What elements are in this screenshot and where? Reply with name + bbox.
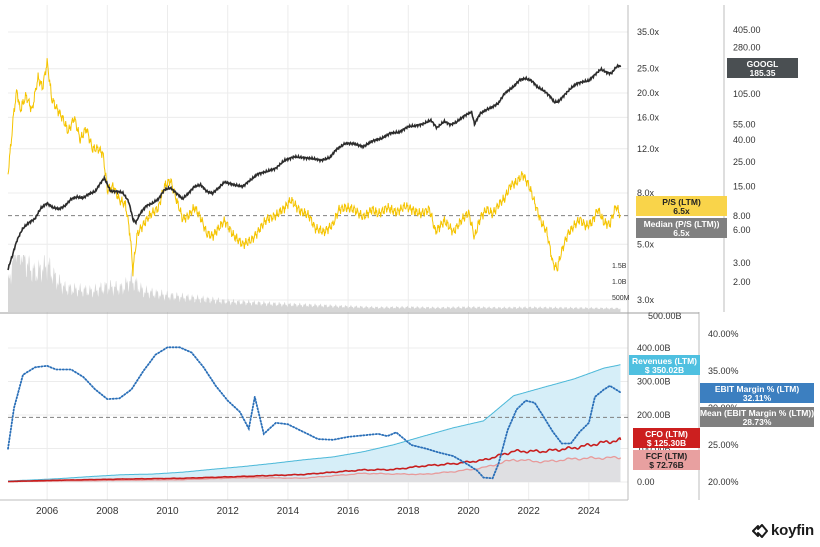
price-tick-25-00: 25.00 <box>733 157 756 167</box>
price-tick-40-00: 40.00 <box>733 135 756 145</box>
volume-tick-1-5b: 1.5B <box>612 263 627 270</box>
volume-bars <box>8 255 621 312</box>
volume-tick-1-0b: 1.0B <box>612 279 627 286</box>
tag-googl-value: 185.35 <box>750 68 776 78</box>
cfo-line <box>8 437 622 483</box>
x-tick-2018: 2018 <box>397 506 420 517</box>
tag-ebit-mean: Mean (EBIT Margin % (LTM))28.73% <box>700 407 814 427</box>
x-tick-2006: 2006 <box>36 506 59 517</box>
x-tick-2010: 2010 <box>156 506 179 517</box>
tag-ps-median-bg <box>636 218 727 238</box>
koyfin-logo: koyfin <box>752 522 814 539</box>
axis-labels: 2006 2008 2010 2012 2014 2016 2018 2020 2022 2024… <box>36 25 761 517</box>
multiple-tick-12-0x: 12.0x <box>637 144 660 154</box>
series-lines <box>7 58 628 483</box>
ebit-margin-line <box>7 346 622 480</box>
tag-fcf-value: $ 72.76B <box>649 460 684 470</box>
fcf-line <box>8 455 622 483</box>
margin-tick-40-00: 40.00% <box>708 329 739 339</box>
x-tick-2008: 2008 <box>96 506 119 517</box>
tag-cfo: CFO (LTM)$ 125.30B <box>633 428 700 448</box>
margin-tick-25-00: 25.00% <box>708 440 739 450</box>
tag-ebit-value: 32.11% <box>743 393 772 403</box>
tag-revenues-bg <box>629 355 700 375</box>
revenue-tick-200-00b: 200.00B <box>637 410 671 420</box>
tag-ps-median: Median (P/S (LTM))6.5x <box>636 218 727 238</box>
price-tick-105-00: 105.00 <box>733 89 761 99</box>
price-tick-280-00: 280.00 <box>733 43 761 53</box>
price-tick-405-00: 405.00 <box>733 25 761 35</box>
tag-cfo-value: $ 125.30B <box>647 438 686 448</box>
revenue-tick-300-00b: 300.00B <box>637 377 671 387</box>
price-tick-2-00: 2.00 <box>733 277 751 287</box>
multiple-tick-16-0x: 16.0x <box>637 112 660 122</box>
price-tick-8-00: 8.00 <box>733 211 751 221</box>
multiple-tick-8-0x: 8.0x <box>637 188 655 198</box>
googl-price-line <box>7 63 622 271</box>
tag-ps-bg <box>636 196 727 216</box>
x-tick-2016: 2016 <box>337 506 360 517</box>
revenues-area-fill <box>8 364 621 482</box>
tag-ps-value: 6.5x <box>673 206 690 216</box>
lower-pane-areas <box>8 364 621 482</box>
volume-tick-500m: 500M <box>612 295 630 302</box>
price-tick-55-00: 55.00 <box>733 120 756 130</box>
price-tick-6-00: 6.00 <box>733 225 751 235</box>
price-tick-15-00: 15.00 <box>733 181 756 191</box>
multiple-tick-3-0x: 3.0x <box>637 295 655 305</box>
margin-tick-35-00: 35.00% <box>708 366 739 376</box>
tag-cfo-title: CFO (LTM) <box>645 429 688 439</box>
tag-ps-median-title: Median (P/S (LTM)) <box>644 219 720 229</box>
tag-revenues: Revenues (LTM)$ 350.02B <box>629 355 700 375</box>
price-tick-3-00: 3.00 <box>733 258 751 268</box>
tag-fcf-bg <box>633 450 700 470</box>
x-tick-2020: 2020 <box>457 506 480 517</box>
tag-googl-title: GOOGL <box>747 59 779 69</box>
tag-ebit-bg <box>700 383 814 403</box>
multiple-tick-20-0x: 20.0x <box>637 88 660 98</box>
tag-ps-median-value: 6.5x <box>673 228 690 238</box>
tag-ps-title: P/S (LTM) <box>662 197 701 207</box>
multiple-tick-25-0x: 25.0x <box>637 64 660 74</box>
tag-ebit-mean-title: Mean (EBIT Margin % (LTM)) <box>700 408 814 418</box>
tag-revenues-title: Revenues (LTM) <box>632 356 697 366</box>
revenue-tick-0-00: 0.00 <box>637 477 655 487</box>
tag-revenues-value: $ 350.02B <box>645 365 684 375</box>
multiple-tick-35-0x: 35.0x <box>637 27 660 37</box>
koyfin-logo-icon <box>752 524 768 539</box>
revenues-line <box>8 364 621 482</box>
x-tick-2024: 2024 <box>578 506 601 517</box>
tag-cfo-bg <box>633 428 700 448</box>
volume-area: 1.5B 1.0B 500M <box>8 255 630 312</box>
x-tick-2022: 2022 <box>518 506 541 517</box>
tag-ebit: EBIT Margin % (LTM)32.11% <box>700 383 814 403</box>
koyfin-logo-text: koyfin <box>771 522 814 539</box>
margin-tick-20-00: 20.00% <box>708 477 739 487</box>
tag-googl-bg <box>727 58 798 78</box>
tag-ebit-mean-value: 28.73% <box>743 417 772 427</box>
x-tick-2012: 2012 <box>217 506 240 517</box>
tag-fcf: FCF (LTM)$ 72.76B <box>633 450 700 470</box>
multiple-tick-5-0x: 5.0x <box>637 239 655 249</box>
revenue-tick-400-00b: 400.00B <box>637 343 671 353</box>
tag-ebit-title: EBIT Margin % (LTM) <box>715 384 800 394</box>
tag-ps: P/S (LTM)6.5x <box>636 196 727 216</box>
tag-fcf-title: FCF (LTM) <box>646 451 688 461</box>
x-tick-2014: 2014 <box>277 506 300 517</box>
revenue-tick-100-00b: 100.00B <box>637 444 671 454</box>
revenue-top-tick: 500.00B <box>648 311 682 321</box>
tag-ebit-mean-bg <box>700 407 814 427</box>
fcf-area-fill <box>8 456 621 482</box>
